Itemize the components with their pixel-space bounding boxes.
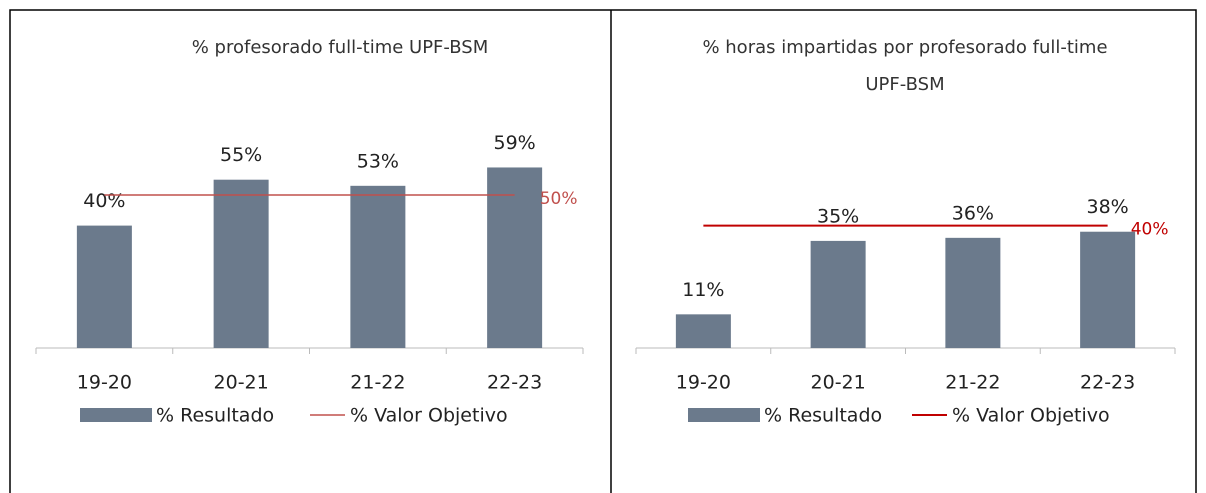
- legend-label: % Valor Objetivo: [952, 405, 1110, 427]
- chart-title: % horas impartidas por profesorado full-…: [702, 37, 1108, 95]
- bar: [945, 237, 1001, 348]
- bar: [213, 179, 269, 348]
- bar: [1080, 231, 1136, 348]
- data-label: 35%: [817, 205, 859, 227]
- x-tick-label: 22-23: [1080, 372, 1135, 394]
- x-tick-label: 21-22: [945, 372, 1000, 394]
- data-label: 55%: [220, 144, 262, 166]
- legend-swatch: [688, 408, 760, 422]
- bar: [810, 240, 866, 348]
- target-label: 50%: [540, 189, 578, 209]
- x-tick-label: 19-20: [77, 372, 132, 394]
- target-label: 40%: [1131, 220, 1169, 240]
- frame: [9, 9, 1197, 493]
- x-tick-label: 21-22: [350, 372, 405, 394]
- x-tick-label: 20-21: [811, 372, 866, 394]
- legend-label: % Resultado: [156, 405, 274, 427]
- data-label: 40%: [83, 190, 125, 212]
- legend-label: % Resultado: [764, 405, 882, 427]
- legend-label: % Valor Objetivo: [350, 405, 508, 427]
- x-tick-label: 22-23: [487, 372, 542, 394]
- data-label: 53%: [357, 150, 399, 172]
- bar: [487, 167, 543, 348]
- x-tick-label: 19-20: [676, 372, 731, 394]
- legend-swatch: [80, 408, 152, 422]
- data-label: 36%: [952, 202, 994, 224]
- bar: [350, 185, 406, 348]
- chart-title: % profesorado full-time UPF-BSM: [191, 37, 489, 58]
- data-label: 59%: [494, 132, 536, 154]
- bar: [76, 225, 132, 348]
- bar: [675, 314, 731, 348]
- data-label: 38%: [1087, 196, 1129, 218]
- data-label: 11%: [682, 279, 724, 301]
- x-tick-label: 20-21: [214, 372, 269, 394]
